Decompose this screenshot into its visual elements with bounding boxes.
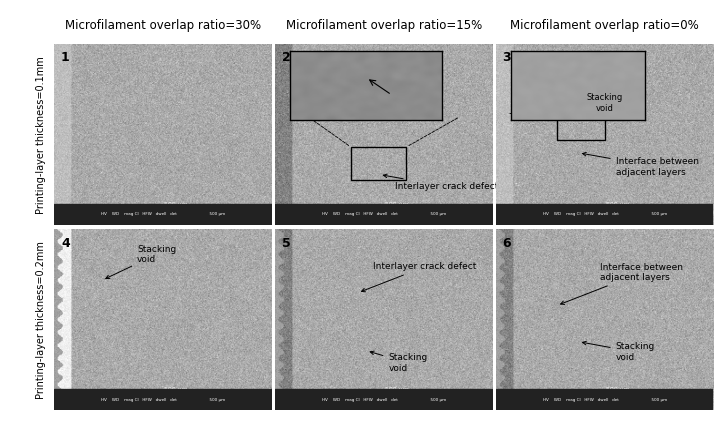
Bar (496, 203, 713, 225)
Text: 500 μm: 500 μm (385, 202, 409, 207)
Text: Microfilament overlap ratio=30%: Microfilament overlap ratio=30% (65, 19, 261, 32)
Text: 500 μm: 500 μm (606, 387, 630, 392)
Text: HV    WD    mag Cl   HFW   dwell   det                          500 μm: HV WD mag Cl HFW dwell det 500 μm (322, 212, 446, 216)
Text: Microfilament overlap ratio=15%: Microfilament overlap ratio=15% (286, 19, 482, 32)
Text: Stacking
void: Stacking void (587, 93, 623, 113)
Text: Stacking
void: Stacking void (582, 341, 655, 362)
Text: 500 μm: 500 μm (606, 202, 630, 207)
Text: 500 μm: 500 μm (164, 202, 188, 207)
Text: HV    WD    mag Cl   HFW   dwell   det                          500 μm: HV WD mag Cl HFW dwell det 500 μm (543, 212, 667, 216)
Bar (54, 389, 272, 410)
Text: Printing-layer thickness=0.1mm: Printing-layer thickness=0.1mm (36, 56, 46, 213)
Bar (54, 203, 272, 225)
Text: HV    WD    mag Cl   HFW   dwell   det                          500 μm: HV WD mag Cl HFW dwell det 500 μm (101, 397, 225, 402)
Bar (496, 389, 713, 410)
Text: 2: 2 (282, 51, 290, 64)
Text: 500 μm: 500 μm (164, 387, 188, 392)
Text: Interface between
adjacent layers: Interface between adjacent layers (582, 152, 698, 176)
Text: HV    WD    mag Cl   HFW   dwell   det                          500 μm: HV WD mag Cl HFW dwell det 500 μm (101, 212, 225, 216)
Text: Stacking
void: Stacking void (370, 351, 427, 373)
Text: HV    WD    mag Cl   HFW   dwell   det                          500 μm: HV WD mag Cl HFW dwell det 500 μm (322, 397, 446, 402)
Text: Interlayer crack defect: Interlayer crack defect (384, 174, 498, 191)
Text: 3: 3 (503, 51, 511, 64)
Bar (275, 203, 493, 225)
Text: 1: 1 (61, 51, 70, 64)
Text: Interface between
adjacent layers: Interface between adjacent layers (561, 263, 683, 304)
Bar (275, 389, 493, 410)
Text: 500 μm: 500 μm (385, 387, 409, 392)
Text: 5: 5 (282, 237, 290, 250)
Text: Stacking
void: Stacking void (106, 245, 176, 279)
Text: HV    WD    mag Cl   HFW   dwell   det                          500 μm: HV WD mag Cl HFW dwell det 500 μm (543, 397, 667, 402)
Text: Interlayer crack defect: Interlayer crack defect (361, 262, 477, 292)
Text: Microfilament overlap ratio=0%: Microfilament overlap ratio=0% (511, 19, 699, 32)
Text: Printing-layer thickness=0.2mm: Printing-layer thickness=0.2mm (36, 241, 46, 399)
Text: 4: 4 (61, 237, 70, 250)
Text: 6: 6 (503, 237, 511, 250)
